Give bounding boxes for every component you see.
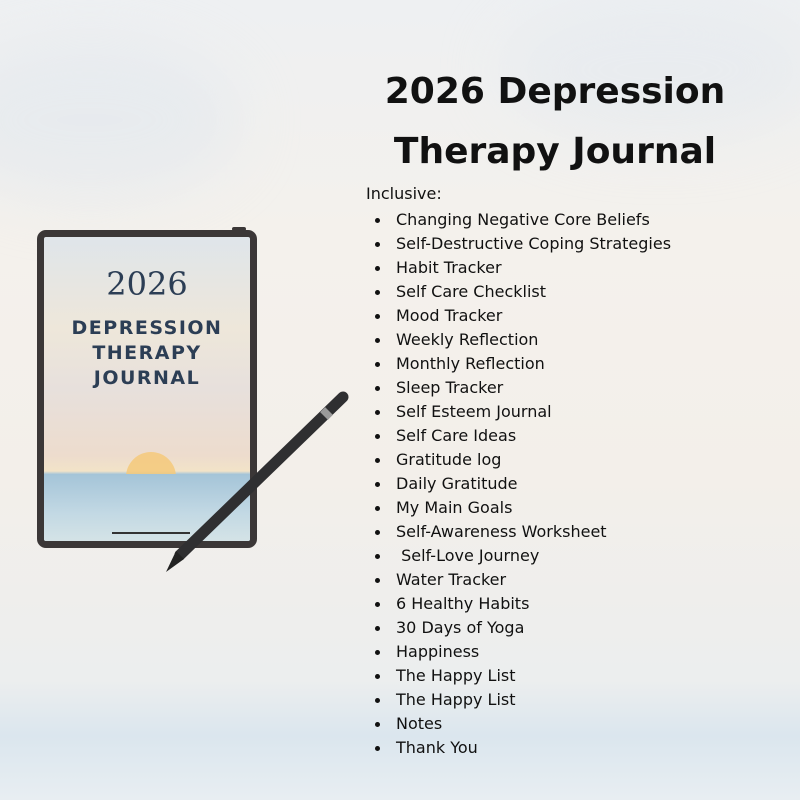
cover-year: 2026 xyxy=(106,265,188,303)
list-item: The Happy List xyxy=(370,688,671,712)
list-item: Mood Tracker xyxy=(370,304,671,328)
list-item: Self Esteem Journal xyxy=(370,400,671,424)
list-item: Gratitude log xyxy=(370,448,671,472)
list-item: Self-Awareness Worksheet xyxy=(370,520,671,544)
sea-illustration xyxy=(44,474,250,541)
list-item: Habit Tracker xyxy=(370,256,671,280)
title-line-1: 2026 Depression xyxy=(384,71,726,112)
list-item: Self Care Ideas xyxy=(370,424,671,448)
list-item: Daily Gratitude xyxy=(370,472,671,496)
list-item: Monthly Reflection xyxy=(370,352,671,376)
cover-title-1: DEPRESSION xyxy=(71,317,223,339)
list-item: 30 Days of Yoga xyxy=(370,616,671,640)
list-item: My Main Goals xyxy=(370,496,671,520)
contents-list: Changing Negative Core Beliefs Self-Destr… xyxy=(370,208,671,760)
device-top-button xyxy=(232,227,246,231)
list-item: The Happy List xyxy=(370,664,671,688)
list-item: Thank You xyxy=(370,736,671,760)
list-item: Weekly Reflection xyxy=(370,328,671,352)
watercolor-wash xyxy=(500,0,800,140)
intro-label: Inclusive: xyxy=(366,184,442,203)
watercolor-wash xyxy=(0,40,240,200)
list-item: Water Tracker xyxy=(370,568,671,592)
list-item: Sleep Tracker xyxy=(370,376,671,400)
list-item: Self Care Checklist xyxy=(370,280,671,304)
list-item: Self-Love Journey xyxy=(370,544,671,568)
list-item: Notes xyxy=(370,712,671,736)
cover-title-2: THERAPY xyxy=(92,342,202,364)
tablet-mockup: 2026 DEPRESSION THERAPY JOURNAL xyxy=(37,230,257,548)
cover-title-3: JOURNAL xyxy=(93,367,201,389)
list-item: Self-Destructive Coping Strategies xyxy=(370,232,671,256)
list-item: Changing Negative Core Beliefs xyxy=(370,208,671,232)
page-title: 2026 Depression Therapy Journal xyxy=(350,62,760,182)
title-line-2: Therapy Journal xyxy=(393,131,717,172)
list-item: 6 Healthy Habits xyxy=(370,592,671,616)
list-item: Happiness xyxy=(370,640,671,664)
home-indicator xyxy=(112,532,190,534)
